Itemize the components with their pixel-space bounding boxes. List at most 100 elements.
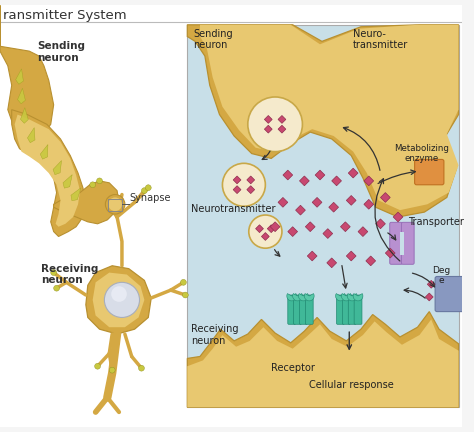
Polygon shape bbox=[296, 205, 305, 215]
FancyBboxPatch shape bbox=[390, 222, 402, 264]
Polygon shape bbox=[20, 108, 28, 123]
Text: Sending
neuron: Sending neuron bbox=[37, 41, 85, 63]
Polygon shape bbox=[340, 222, 350, 232]
Text: Cellular response: Cellular response bbox=[309, 380, 393, 390]
Circle shape bbox=[97, 178, 102, 184]
Wedge shape bbox=[336, 294, 346, 301]
Text: Transporter: Transporter bbox=[408, 217, 464, 227]
Circle shape bbox=[104, 283, 139, 318]
Polygon shape bbox=[264, 115, 272, 123]
Polygon shape bbox=[364, 200, 374, 209]
Polygon shape bbox=[18, 88, 25, 104]
FancyBboxPatch shape bbox=[435, 276, 465, 311]
Bar bbox=[400, 232, 404, 255]
Text: Synapse: Synapse bbox=[130, 194, 171, 203]
Polygon shape bbox=[27, 127, 35, 143]
Text: Receiving
neuron: Receiving neuron bbox=[41, 264, 98, 286]
FancyBboxPatch shape bbox=[401, 222, 414, 264]
Polygon shape bbox=[187, 319, 458, 407]
Bar bbox=[187, 25, 458, 407]
Circle shape bbox=[222, 163, 265, 206]
Polygon shape bbox=[346, 251, 356, 261]
Wedge shape bbox=[341, 294, 351, 301]
Circle shape bbox=[51, 270, 56, 276]
Polygon shape bbox=[381, 193, 390, 202]
Polygon shape bbox=[323, 229, 333, 238]
Bar bbox=[108, 200, 122, 211]
FancyBboxPatch shape bbox=[305, 295, 313, 324]
Circle shape bbox=[146, 185, 151, 191]
Polygon shape bbox=[288, 227, 298, 236]
Wedge shape bbox=[347, 294, 357, 301]
Polygon shape bbox=[385, 248, 395, 258]
Text: Receptor: Receptor bbox=[271, 363, 315, 373]
FancyBboxPatch shape bbox=[415, 159, 444, 185]
Polygon shape bbox=[86, 266, 151, 334]
Polygon shape bbox=[305, 222, 315, 232]
Polygon shape bbox=[307, 251, 317, 261]
Polygon shape bbox=[187, 25, 458, 217]
Polygon shape bbox=[366, 256, 375, 266]
Polygon shape bbox=[425, 293, 433, 301]
Polygon shape bbox=[233, 176, 241, 184]
FancyBboxPatch shape bbox=[348, 295, 356, 324]
Polygon shape bbox=[327, 258, 337, 268]
Polygon shape bbox=[247, 186, 255, 194]
Polygon shape bbox=[278, 197, 288, 207]
Polygon shape bbox=[300, 176, 309, 186]
FancyBboxPatch shape bbox=[342, 295, 350, 324]
Text: ransmitter System: ransmitter System bbox=[3, 9, 127, 22]
FancyBboxPatch shape bbox=[294, 295, 301, 324]
Polygon shape bbox=[233, 186, 241, 194]
Circle shape bbox=[90, 182, 96, 188]
Polygon shape bbox=[200, 25, 458, 210]
Polygon shape bbox=[187, 311, 458, 407]
Polygon shape bbox=[93, 273, 145, 327]
Wedge shape bbox=[292, 294, 302, 301]
Polygon shape bbox=[364, 176, 374, 186]
Circle shape bbox=[138, 365, 145, 371]
Text: Receiving
neuron: Receiving neuron bbox=[191, 324, 239, 346]
Polygon shape bbox=[329, 202, 338, 212]
Polygon shape bbox=[427, 280, 435, 288]
Polygon shape bbox=[12, 110, 86, 236]
FancyBboxPatch shape bbox=[337, 295, 345, 324]
Polygon shape bbox=[54, 181, 119, 224]
Polygon shape bbox=[278, 125, 286, 133]
Polygon shape bbox=[278, 115, 286, 123]
Polygon shape bbox=[393, 212, 403, 222]
Polygon shape bbox=[63, 175, 72, 188]
Circle shape bbox=[182, 292, 188, 298]
Text: Deg
e: Deg e bbox=[432, 266, 450, 285]
Wedge shape bbox=[299, 294, 308, 301]
Polygon shape bbox=[358, 227, 368, 236]
Polygon shape bbox=[247, 176, 255, 184]
Text: Sending
neuron: Sending neuron bbox=[193, 29, 233, 50]
Wedge shape bbox=[304, 294, 314, 301]
Circle shape bbox=[95, 363, 100, 369]
Circle shape bbox=[105, 194, 125, 214]
Polygon shape bbox=[0, 5, 54, 144]
Circle shape bbox=[248, 97, 302, 152]
Circle shape bbox=[109, 367, 115, 373]
Polygon shape bbox=[315, 170, 325, 180]
Circle shape bbox=[141, 188, 147, 194]
Polygon shape bbox=[255, 225, 264, 232]
Circle shape bbox=[108, 197, 122, 211]
Polygon shape bbox=[264, 125, 272, 133]
FancyBboxPatch shape bbox=[288, 295, 296, 324]
Polygon shape bbox=[375, 219, 385, 229]
Polygon shape bbox=[270, 222, 280, 232]
Polygon shape bbox=[53, 161, 62, 175]
Wedge shape bbox=[287, 294, 297, 301]
Circle shape bbox=[54, 285, 60, 291]
Circle shape bbox=[181, 280, 186, 285]
FancyBboxPatch shape bbox=[354, 295, 362, 324]
Polygon shape bbox=[16, 69, 23, 84]
Polygon shape bbox=[312, 197, 322, 207]
Text: Metabolizing
enzyme: Metabolizing enzyme bbox=[394, 144, 449, 163]
Text: Neuro-
transmitter: Neuro- transmitter bbox=[353, 29, 409, 50]
Polygon shape bbox=[283, 170, 292, 180]
Text: Neurotransmitter: Neurotransmitter bbox=[191, 204, 276, 214]
Polygon shape bbox=[15, 114, 80, 227]
